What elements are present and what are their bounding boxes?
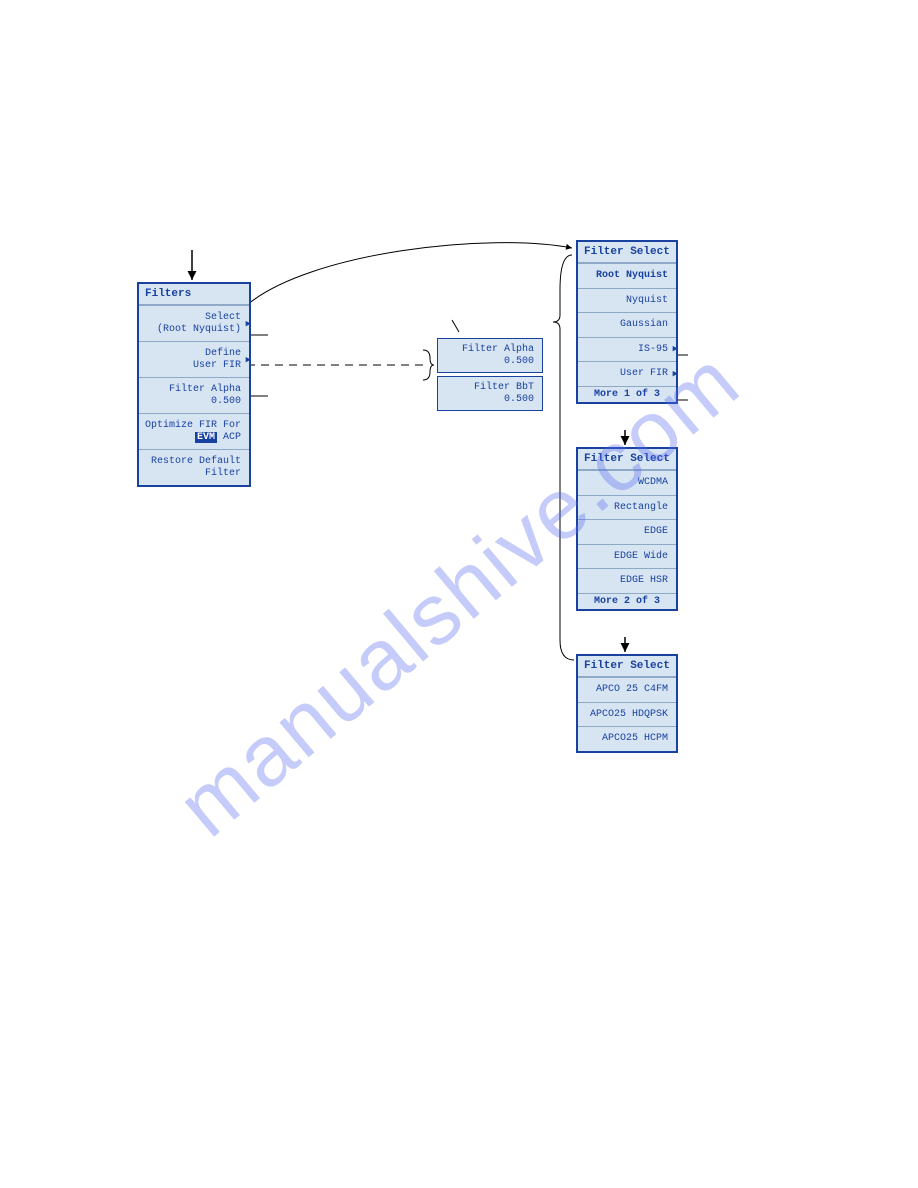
menu-item-root-nyquist: Root Nyquist — [578, 263, 676, 288]
menu-filter-select-2-title: Filter Select — [578, 449, 676, 470]
chip-evm: EVM — [195, 432, 217, 443]
menu-item-apco25-hcpm: APCO25 HCPM — [578, 726, 676, 751]
menu-filter-select-3: Filter Select APCO 25 C4FM APCO25 HDQPSK… — [576, 654, 678, 753]
chevron-right-icon: ▶ — [246, 354, 251, 364]
chevron-right-icon: ▶ — [246, 318, 251, 328]
text: ACP — [217, 432, 241, 443]
menu-item-apco25-c4fm: APCO 25 C4FM — [578, 677, 676, 702]
float-filter-alpha: Filter Alpha 0.500 — [437, 338, 543, 373]
menu-item-edge: EDGE — [578, 519, 676, 544]
menu-item-is95: IS-95 ▶ — [578, 337, 676, 362]
menu-item-optimize-fir: Optimize FIR For EVM ACP — [139, 413, 249, 449]
menu-item-edge-wide: EDGE Wide — [578, 544, 676, 569]
menu-item-gaussian: Gaussian — [578, 312, 676, 337]
menu-filters-title: Filters — [139, 284, 249, 305]
menu-item-define-user-fir: Define User FIR ▶ — [139, 341, 249, 377]
diagram-canvas: manualshive.com Filters S — [0, 0, 918, 1188]
text: Optimize FIR For — [145, 420, 241, 431]
float-filter-bbt: Filter BbT 0.500 — [437, 376, 543, 411]
menu-item-apco25-hdqpsk: APCO25 HDQPSK — [578, 702, 676, 727]
menu-item-select: Select (Root Nyquist) ▶ — [139, 305, 249, 341]
menu-item-restore-default: Restore Default Filter — [139, 449, 249, 485]
menu-item-wcdma: WCDMA — [578, 470, 676, 495]
menu-filter-select-2: Filter Select WCDMA Rectangle EDGE EDGE … — [576, 447, 678, 611]
menu-filter-select-2-footer: More 2 of 3 — [578, 593, 676, 609]
chevron-right-icon: ▶ — [673, 344, 678, 354]
menu-item-nyquist: Nyquist — [578, 288, 676, 313]
menu-filter-select-1-footer: More 1 of 3 — [578, 386, 676, 402]
menu-filter-select-1: Filter Select Root Nyquist Nyquist Gauss… — [576, 240, 678, 404]
menu-item-filter-alpha: Filter Alpha 0.500 — [139, 377, 249, 413]
connectors-svg — [0, 0, 918, 1188]
menu-filter-select-3-title: Filter Select — [578, 656, 676, 677]
menu-filter-select-1-title: Filter Select — [578, 242, 676, 263]
menu-filters: Filters Select (Root Nyquist) ▶ Define U… — [137, 282, 251, 487]
menu-item-rectangle: Rectangle — [578, 495, 676, 520]
chevron-right-icon: ▶ — [673, 369, 678, 379]
menu-item-user-fir: User FIR ▶ — [578, 361, 676, 386]
menu-item-edge-hsr: EDGE HSR — [578, 568, 676, 593]
